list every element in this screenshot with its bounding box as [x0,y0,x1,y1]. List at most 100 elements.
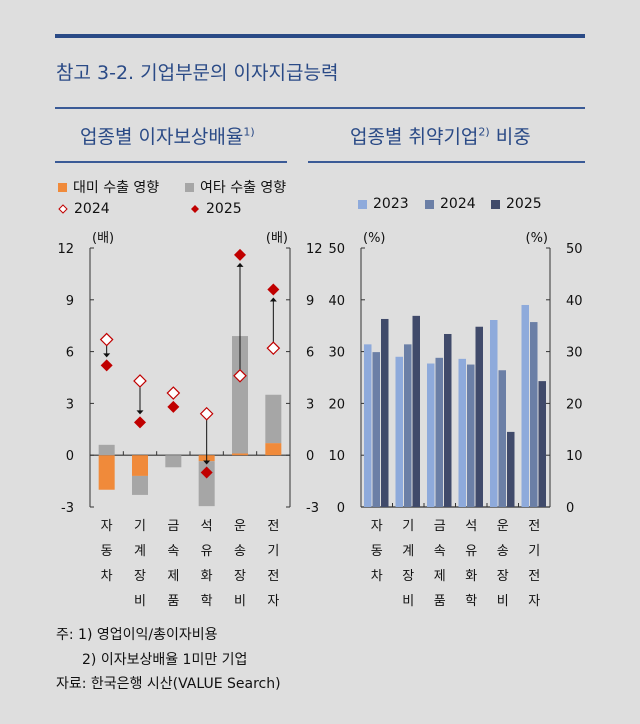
marker-2025 [200,466,213,479]
other-export-bar [98,444,115,456]
right-y-tick-right: 20 [566,397,583,412]
marker-2024 [166,386,181,400]
bar-2025 [412,315,420,507]
right-unit-right: (%) [526,231,549,246]
swatch-2024-icon [425,199,434,209]
right-title-suffix: 비중 [495,126,531,148]
bar-2023 [427,363,435,507]
left-y-tick-right: 6 [306,346,314,361]
left-y-tick-left: 12 [57,242,74,257]
left-divider [55,161,287,163]
left-y-tick-left: 6 [66,346,74,361]
orange-swatch-icon [58,182,67,192]
top-rule [55,34,585,38]
divider [55,107,585,109]
bar-2024 [435,357,443,507]
bar-2025 [507,431,515,507]
left-y-tick-left: -3 [61,501,74,516]
legend-label: 2025 [206,201,242,217]
right-category-label: 전 [528,519,540,534]
left-category-label: 금 [167,519,179,534]
left-title-text: 업종별 이자보상배율 [80,126,244,148]
left-category-label: 장 [234,569,246,584]
left-y-tick-right: 12 [306,242,323,257]
left-category-label: 동 [101,544,113,559]
bar-2024 [498,370,506,507]
left-category-label: 자 [101,519,113,534]
bar-2023 [364,344,372,507]
bar-2025 [444,333,452,507]
right-y-tick-left: 40 [328,294,345,309]
right-y-tick-right: 40 [566,294,583,309]
left-category-label: 기 [134,519,146,534]
right-category-label: 기 [528,544,540,559]
right-unit-left: (%) [363,231,386,246]
bar-2025 [475,326,483,507]
left-category-label: 자 [267,594,279,609]
left-category-label: 학 [201,594,213,609]
legend-2023: 2023 [358,196,409,212]
bar-2023 [458,358,466,507]
left-y-tick-left: 3 [66,397,74,412]
legend-label: 2024 [440,196,476,212]
us-export-bar [232,453,248,456]
left-category-label: 화 [201,569,213,584]
arrow-head-icon [203,460,211,465]
right-category-label: 비 [402,594,414,609]
right-y-tick-left: 0 [337,501,345,516]
bar-2024 [530,322,538,507]
right-category-label: 장 [402,569,414,584]
marker-2025 [167,400,180,413]
footnote-1: 주: 1) 영업이익/총이자비용 [56,627,218,643]
marker-2024 [266,341,281,355]
right-category-label: 화 [465,569,477,584]
legend-label: 2023 [373,196,409,212]
left-category-label: 유 [201,544,213,559]
right-chart-title: 업종별 취약기업2) 비중 [350,122,531,149]
right-y-tick-right: 30 [566,346,583,361]
marker-2025 [100,359,113,372]
right-category-label: 송 [497,544,509,559]
right-category-label: 비 [497,594,509,609]
right-category-label: 차 [371,569,383,584]
right-category-label: 제 [434,569,446,584]
arrow-head-icon [269,297,277,302]
left-y-tick-right: 0 [306,449,314,464]
right-category-label: 동 [371,544,383,559]
right-divider [308,161,585,163]
right-category-label: 기 [402,519,414,534]
left-category-label: 석 [201,519,213,534]
right-y-tick-right: 50 [566,242,583,257]
swatch-2025-icon [491,199,500,209]
legend-2025-marker: 2025 [190,201,242,217]
right-title-footnote: 2) [478,125,490,139]
marker-2025 [234,248,246,261]
legend-2024-marker: 2024 [58,201,110,217]
left-category-label: 전 [267,519,279,534]
marker-2025 [267,283,280,296]
left-y-tick-left: 9 [66,294,74,309]
arrow-head-icon [236,262,244,267]
left-y-tick-right: 3 [306,397,314,412]
right-category-label: 전 [528,569,540,584]
arrow-head-icon [136,410,144,415]
other-export-bar [165,455,182,468]
bar-2025 [538,381,546,507]
legend-2024: 2024 [425,196,476,212]
right-y-tick-left: 30 [328,346,345,361]
marker-2024 [133,374,147,388]
bar-2024 [404,344,412,507]
other-export-bar [132,475,148,495]
right-category-label: 장 [497,569,509,584]
marker-2024 [233,368,247,383]
us-export-bar [98,455,115,490]
legend-label: 여타 수출 영향 [200,180,287,196]
bar-2025 [381,318,389,507]
right-category-label: 유 [465,544,477,559]
bar-2024 [372,352,380,507]
us-export-bar [265,443,282,456]
bar-2024 [467,364,475,507]
left-category-label: 차 [101,569,113,584]
left-category-label: 제 [167,569,179,584]
right-category-label: 자 [371,519,383,534]
